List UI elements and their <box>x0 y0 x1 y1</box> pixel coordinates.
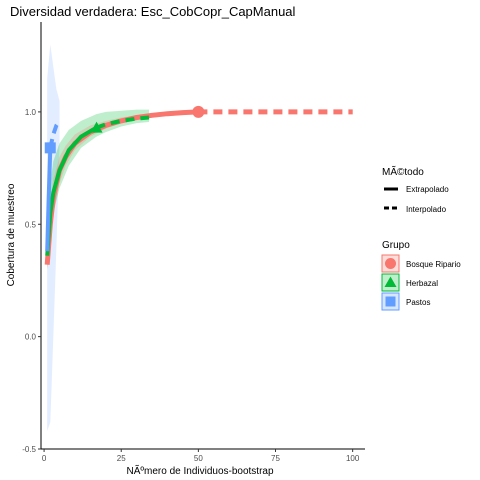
x-tick-label: 50 <box>194 454 203 463</box>
y-tick-label: -0.5 <box>22 445 36 454</box>
herbazal-observed-point <box>90 121 103 133</box>
legend-interpolado-label: Interpolado <box>406 205 447 214</box>
legend-herbazal-label: Herbazal <box>406 279 438 288</box>
x-tick-label: 25 <box>117 454 126 463</box>
pastos-observed-point <box>44 142 56 154</box>
x-tick-label: 100 <box>346 454 360 463</box>
chart-title: Diversidad verdadera: Esc_CobCopr_CapMan… <box>10 4 296 19</box>
x-axis-label: NÃºmero de Individuos-bootstrap <box>126 464 273 477</box>
pastos-interpolated-line <box>45 147 53 252</box>
legend-extrapolado-label: Extrapolado <box>406 185 449 194</box>
observed-markers <box>44 105 205 154</box>
bosque-ripario-observed-point <box>192 105 205 118</box>
pastos-extrapolated-line <box>48 119 62 149</box>
herbazal-extrapolated-line <box>95 115 150 130</box>
legend-pastos-label: Pastos <box>406 298 430 307</box>
group-legend: Grupo Bosque Ripario Herbazal Pastos <box>381 240 461 311</box>
method-legend: MÃ©todo Extrapolado Interpolado <box>382 165 449 214</box>
y-tick-label: 0.0 <box>25 333 37 342</box>
y-tick-label: 1.0 <box>25 108 37 117</box>
herbazal-interpolated-line <box>45 125 98 256</box>
confidence-bands <box>47 44 199 431</box>
legend-bosque-marker <box>385 258 396 269</box>
plot-area <box>44 44 353 431</box>
herbazal-ci-band <box>47 109 150 270</box>
group-legend-title: Grupo <box>382 240 410 251</box>
legend-bosque-label: Bosque Ripario <box>406 260 461 269</box>
axes: 0 25 50 75 100 -0.5 0.0 0.5 1.0 <box>22 22 365 463</box>
y-tick-label: 0.5 <box>25 220 37 229</box>
y-axis-label: Cobertura de muestreo <box>6 183 17 286</box>
x-tick-label: 75 <box>271 454 280 463</box>
method-legend-title: MÃ©todo <box>382 165 424 178</box>
legend-herbazal-marker <box>384 276 397 287</box>
legend-pastos-marker <box>385 296 396 307</box>
x-tick-label: 0 <box>42 454 47 463</box>
